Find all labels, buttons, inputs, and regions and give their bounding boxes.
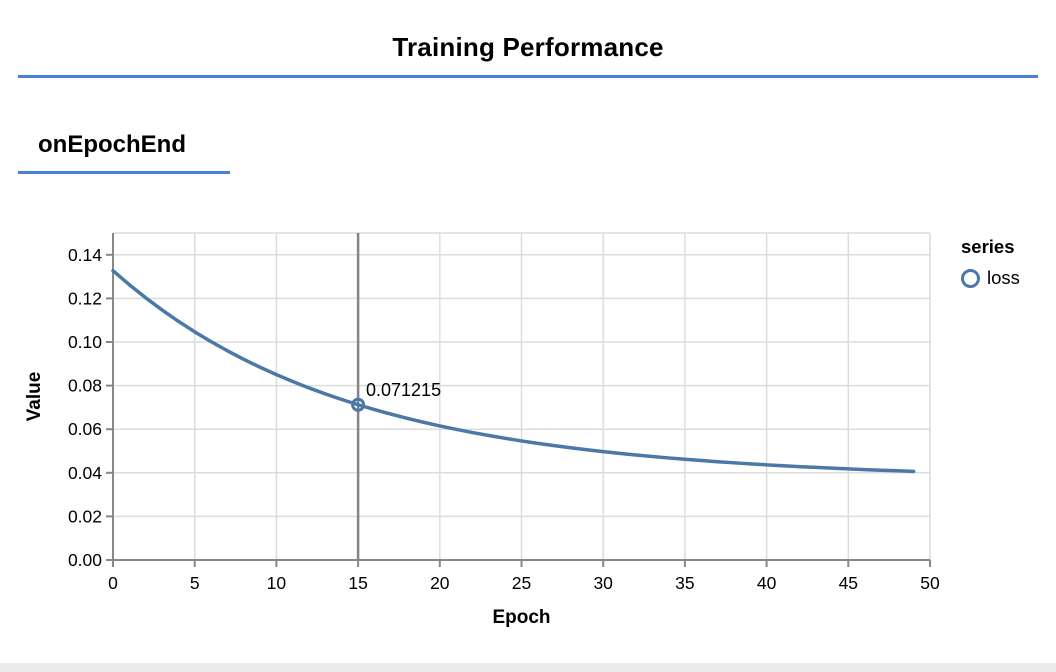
- highlight-point: [351, 397, 366, 412]
- section-rule: [18, 171, 230, 174]
- page-title: Training Performance: [392, 32, 664, 62]
- legend-title: series: [961, 236, 1015, 257]
- legend-item-label: loss: [987, 267, 1020, 288]
- y-tick-label: 0.04: [68, 463, 102, 483]
- x-tick-label: 40: [757, 573, 777, 593]
- legend: series loss: [961, 236, 1020, 289]
- loss-series-marker-icon: [961, 268, 980, 288]
- y-tick-label: 0.12: [68, 288, 102, 308]
- x-tick-label: 0: [108, 573, 118, 593]
- x-tick-label: 25: [512, 573, 531, 593]
- x-tick-label: 5: [190, 573, 200, 593]
- loss-line: [111, 268, 916, 474]
- x-axis-title: Epoch: [492, 607, 550, 628]
- legend-item-loss: loss: [961, 267, 1020, 289]
- y-tick-label: 0.08: [68, 376, 102, 396]
- y-tick-label: 0.14: [68, 245, 102, 265]
- y-tick-label: 0.00: [68, 550, 102, 570]
- section-title: onEpochEnd: [38, 131, 186, 158]
- datapoint-value-label: 0.071215: [366, 380, 442, 400]
- x-tick-label: 10: [267, 573, 287, 593]
- x-tick-label: 15: [348, 573, 367, 593]
- x-tick-label: 20: [430, 573, 450, 593]
- x-tick-label: 45: [839, 573, 858, 593]
- x-tick-label: 30: [593, 573, 613, 593]
- x-tick-label: 35: [675, 573, 694, 593]
- x-tick-label: 50: [920, 573, 940, 593]
- y-tick-label: 0.06: [68, 419, 102, 439]
- y-tick-label: 0.02: [68, 506, 102, 526]
- bottom-bar: [0, 663, 1056, 672]
- title-rule: [18, 75, 1038, 78]
- y-axis-title: Value: [24, 372, 45, 422]
- y-tick-label: 0.10: [68, 332, 102, 352]
